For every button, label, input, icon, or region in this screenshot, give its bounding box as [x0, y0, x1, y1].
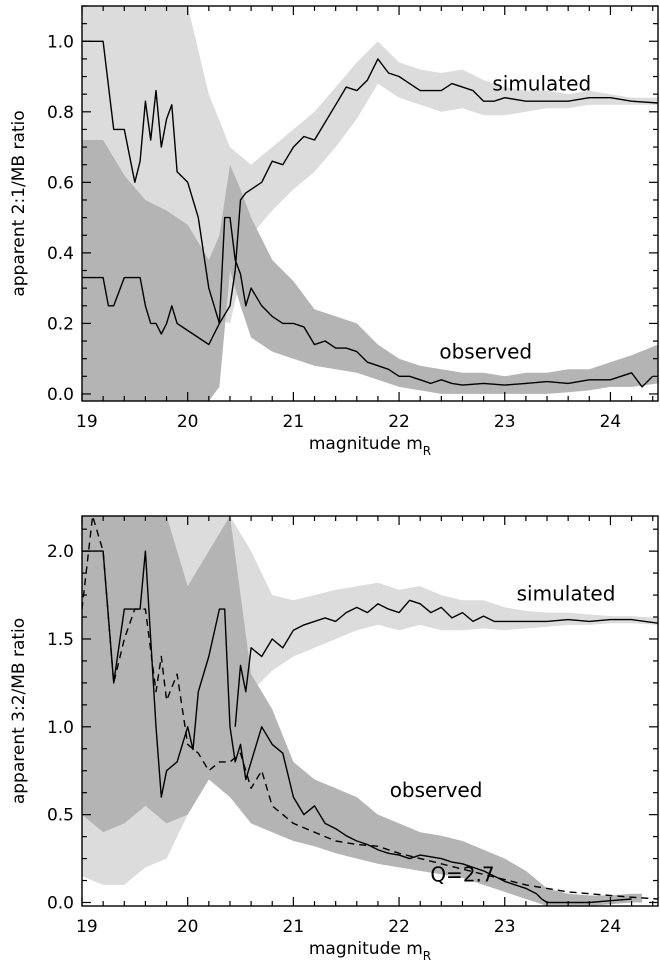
y-tick-label: 0.2 — [47, 314, 74, 334]
series-line-0 — [82, 40, 658, 325]
y-tick-label: 1.0 — [47, 718, 74, 738]
y-tick-label: 0.0 — [47, 893, 74, 913]
y-tick-label: 2.0 — [47, 542, 74, 562]
y-tick-label: 0.5 — [47, 806, 74, 826]
x-tick-label: 22 — [388, 412, 410, 432]
x-tick-label: 20 — [177, 917, 199, 937]
error-band-dark — [82, 140, 658, 401]
x-tick-label: 23 — [494, 917, 516, 937]
y-tick-label: 1.0 — [47, 32, 74, 52]
x-axis-label-main: magnitude m — [309, 434, 423, 454]
x-tick-label: 24 — [600, 917, 622, 937]
series-line-1 — [82, 216, 654, 388]
annotation-simulated: simulated — [492, 72, 591, 96]
x-axis-label-subscript: R — [423, 444, 431, 458]
x-tick-label: 19 — [76, 917, 98, 937]
plot-frame — [81, 5, 659, 402]
y-axis-label: apparent 3:2/MB ratio — [9, 618, 29, 804]
y-tick-label: 0.0 — [47, 385, 74, 405]
series-line-2-dashed — [82, 516, 658, 900]
series-line-1 — [234, 599, 658, 727]
annotation-q-2-7: Q=2.7 — [430, 862, 494, 886]
x-tick-label: 24 — [600, 412, 622, 432]
x-tick-label: 19 — [76, 412, 98, 432]
x-tick-label: 21 — [283, 412, 305, 432]
x-axis-label-subscript: R — [423, 949, 431, 963]
annotation-observed: observed — [439, 340, 532, 364]
y-tick-label: 0.6 — [47, 173, 74, 193]
y-tick-label: 1.5 — [47, 630, 74, 650]
annotation-simulated: simulated — [517, 581, 616, 605]
panel-top: 19 20 21 22 23 24 0.0 0.2 0.4 0.6 0.8 1.0 magnitude … — [9, 5, 659, 458]
x-axis-label: magnitude mR — [309, 434, 431, 458]
y-axis-label: apparent 2:1/MB ratio — [9, 110, 29, 296]
x-tick-label: 23 — [494, 412, 516, 432]
plot-area — [82, 6, 658, 401]
annotation-observed: observed — [390, 778, 483, 802]
error-band-dark — [82, 516, 643, 906]
series-line-0 — [82, 550, 632, 904]
x-tick-label: 22 — [388, 917, 410, 937]
x-tick-label: 21 — [283, 917, 305, 937]
y-tick-label: 0.4 — [47, 244, 74, 264]
x-axis-label: magnitude mR — [309, 939, 431, 963]
plot-frame — [81, 515, 659, 907]
x-axis-label-main: magnitude m — [309, 939, 423, 959]
x-tick-label: 20 — [177, 412, 199, 432]
plot-area — [82, 516, 658, 906]
y-tick-label: 0.8 — [47, 103, 74, 123]
